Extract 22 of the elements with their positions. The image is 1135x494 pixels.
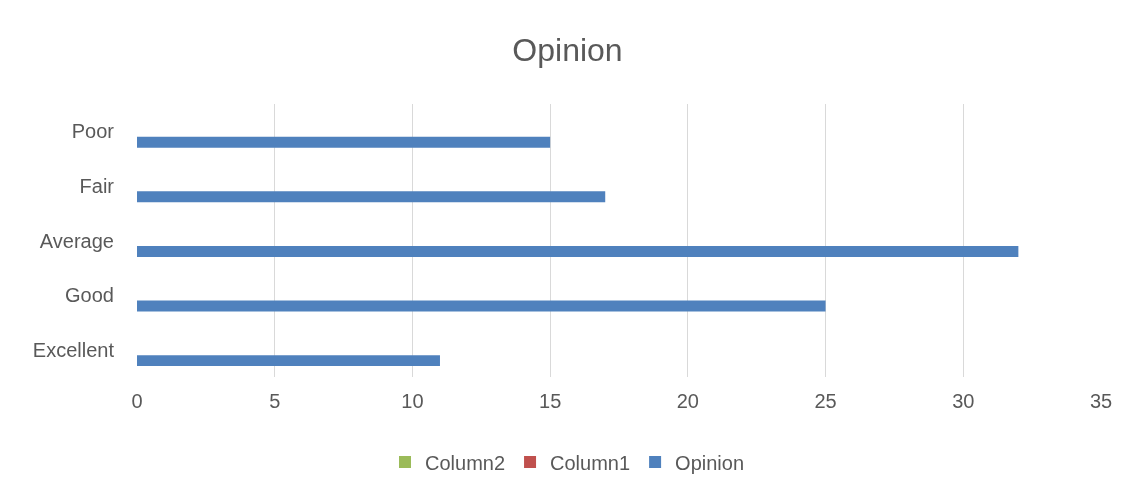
x-tick-label: 25 [814,390,837,412]
bar [137,191,606,203]
bar [137,300,826,312]
y-tick-label: Average [39,229,114,252]
bar [137,136,551,148]
y-tick-label: Excellent [32,338,115,361]
legend-label: Column2 [425,451,506,474]
legend-label: Opinion [675,451,745,474]
x-tick-label: 10 [401,390,424,412]
y-tick-label: Good [65,284,114,307]
y-tick-label: Fair [79,174,115,197]
x-tick-label: 15 [539,390,562,412]
x-tick-label: 20 [676,390,699,412]
y-tick-label: Poor [71,120,115,143]
x-tick-label: 35 [1089,390,1113,412]
chart-title: Opinion [512,32,623,69]
x-tick-label: 30 [952,390,975,412]
bar [137,245,1019,257]
bar [137,355,440,367]
x-tick-label: 5 [269,390,281,412]
x-tick-label: 0 [131,390,143,412]
legend-label: Column1 [550,451,631,474]
